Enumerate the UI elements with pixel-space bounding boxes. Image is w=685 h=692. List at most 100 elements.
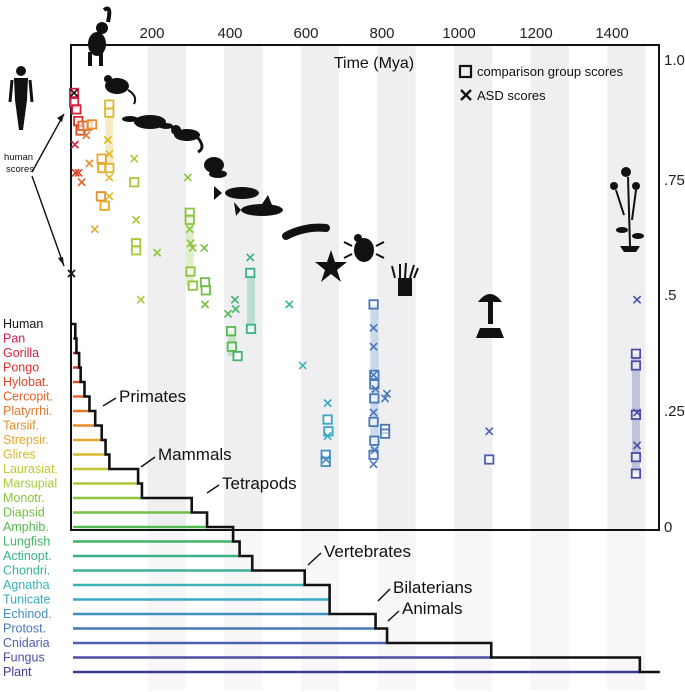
asd-score-point xyxy=(323,431,332,441)
legend-asd-label: ASD scores xyxy=(477,88,546,103)
human-scores-label-line: scores xyxy=(6,164,34,175)
lamprey-icon xyxy=(282,223,330,240)
asd-score-point xyxy=(369,370,378,380)
taxon-label: Lungfish xyxy=(3,535,50,549)
asd-score-point xyxy=(285,300,294,309)
shark-icon xyxy=(234,195,283,216)
asd-score-point xyxy=(90,225,99,234)
asd-score-point xyxy=(371,384,380,394)
time-band xyxy=(530,46,569,530)
asd-score-point xyxy=(370,445,379,455)
comparison-score-point xyxy=(96,153,107,164)
silhouettes xyxy=(8,6,644,338)
time-band xyxy=(377,530,416,690)
taxon-label: Actinopt. xyxy=(3,549,52,563)
taxon-label: Plant xyxy=(3,665,32,679)
comparison-score-point xyxy=(322,414,333,425)
x-axis-ticks: 200 400 600 800 1000 1200 1400 xyxy=(139,25,628,42)
x-tick-label: 600 xyxy=(293,25,318,42)
taxon-label: Pan xyxy=(3,332,25,346)
asd-score-point xyxy=(369,460,378,469)
asd-score-point xyxy=(321,455,331,464)
tree-backbone xyxy=(71,322,660,674)
score-range-bar xyxy=(105,104,114,169)
annotation-arrow xyxy=(31,175,65,267)
anemone-icon xyxy=(391,262,419,296)
asd-score-point xyxy=(223,309,233,318)
comparison-score-point xyxy=(484,454,495,465)
asd-score-point xyxy=(71,168,80,177)
asd-score-point xyxy=(82,131,91,140)
comparison-score-point xyxy=(86,119,98,130)
comparison-score-point xyxy=(131,245,142,256)
time-band xyxy=(454,530,493,690)
comparison-score-point xyxy=(369,435,380,446)
taxon-label: Gorilla xyxy=(3,346,39,360)
comparison-score-point xyxy=(368,416,379,428)
clade-labels: Primates Mammals Tetrapods Vertebrates B… xyxy=(102,387,472,622)
asd-score-point xyxy=(298,361,307,370)
x-tick-label: 1400 xyxy=(595,25,628,42)
taxon-label: Fungus xyxy=(3,651,45,665)
asd-score-point xyxy=(85,159,94,168)
comparison-score-point xyxy=(185,266,196,277)
taxon-label: Cercopit. xyxy=(3,390,53,404)
lizard-icon xyxy=(171,125,204,154)
comparison-score-point xyxy=(187,280,198,291)
mouse-icon xyxy=(104,75,137,105)
time-band xyxy=(147,530,186,690)
asd-score-point xyxy=(200,243,209,253)
asd-score-point xyxy=(70,140,79,149)
comparison-score-point xyxy=(200,285,211,296)
y-tick-label: 1.0 xyxy=(664,52,685,69)
asd-score-point xyxy=(69,88,79,98)
arrow-head xyxy=(57,114,64,122)
taxon-label: Amphib. xyxy=(3,520,49,534)
asd-score-point xyxy=(136,295,145,304)
x-tick-label: 400 xyxy=(217,25,242,42)
human-scores-label: human scores xyxy=(4,152,36,175)
asd-score-point xyxy=(188,243,197,253)
clade-label: Vertebrates xyxy=(324,542,411,561)
score-range-bar xyxy=(247,272,256,329)
asd-score-point xyxy=(632,408,642,417)
comparison-score-point xyxy=(104,107,115,118)
comparison-score-point xyxy=(226,341,237,352)
clade-arrow xyxy=(206,484,220,494)
asd-score-point xyxy=(369,342,378,351)
comparison-score-point xyxy=(232,350,243,362)
asd-score-point xyxy=(200,300,210,309)
comparison-score-point xyxy=(630,452,642,463)
asd-score-point xyxy=(77,178,86,187)
clade-arrow xyxy=(140,456,156,468)
comparison-score-point xyxy=(379,428,391,439)
time-band xyxy=(607,46,646,530)
time-band xyxy=(454,46,493,530)
asd-score-point xyxy=(369,323,378,333)
taxon-label: Laurasiat. xyxy=(3,462,58,476)
human-scores-annotation: human scores xyxy=(4,113,72,316)
taxon-label: Monotr. xyxy=(3,491,45,505)
comparison-score-point xyxy=(369,393,380,404)
annotation-arrow xyxy=(31,113,65,173)
clade-arrow xyxy=(387,610,400,622)
taxon-label: Glires xyxy=(3,448,36,462)
asd-score-point xyxy=(130,154,139,163)
clade-label: Primates xyxy=(119,387,186,406)
asd-score-point xyxy=(632,441,642,450)
asd-score-point xyxy=(153,248,162,257)
taxon-label: Cnidaria xyxy=(3,636,50,650)
asd-score-point xyxy=(185,225,194,234)
comparison-score-point xyxy=(320,456,331,467)
time-band xyxy=(300,530,340,690)
clade-arrow xyxy=(377,588,391,602)
human-icon xyxy=(8,66,34,130)
taxon-label: Protost. xyxy=(3,622,46,636)
clade-arrow xyxy=(307,552,322,566)
legend-cross-icon xyxy=(460,89,472,101)
y-tick-label: .5 xyxy=(664,287,677,304)
asd-score-point xyxy=(74,168,83,177)
y-tick-label: .25 xyxy=(664,403,685,420)
taxon-labels: HumanPanGorillaPongoHylobat.Cercopit.Pla… xyxy=(3,317,58,679)
lemur-icon xyxy=(88,6,112,66)
